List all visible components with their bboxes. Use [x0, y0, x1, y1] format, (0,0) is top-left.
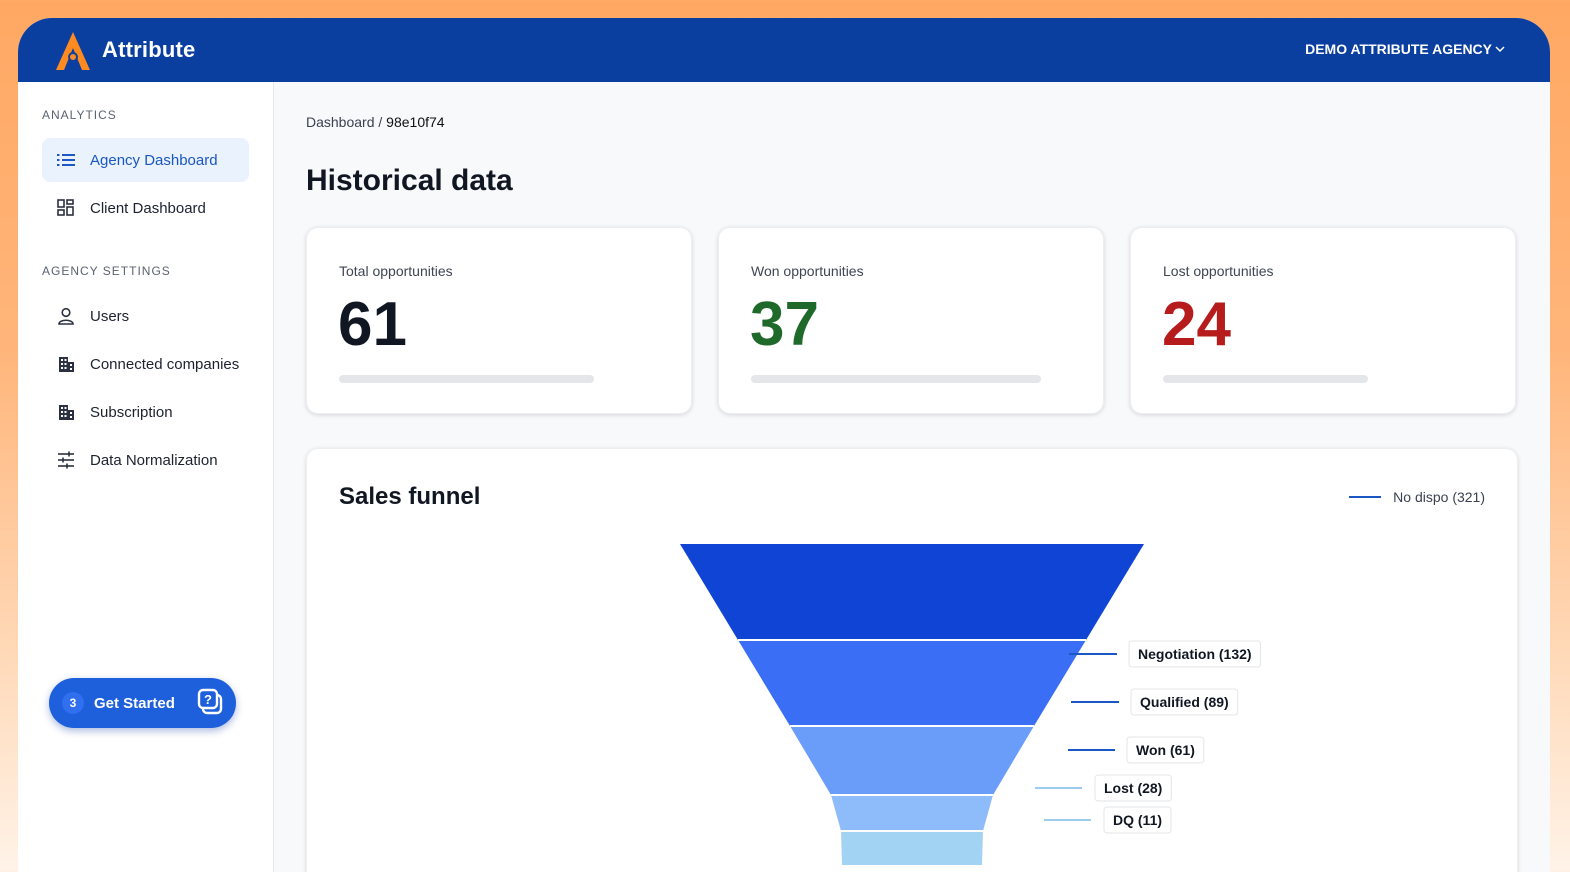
card-bar	[1163, 375, 1368, 383]
funnel-label-lost: Lost (28)	[1104, 780, 1162, 796]
get-started-count-badge: 3	[62, 692, 84, 714]
won-opportunities-card: Won opportunities 37	[718, 227, 1104, 414]
building-icon	[59, 405, 74, 420]
sidebar-item-label: Agency Dashboard	[90, 151, 218, 169]
sales-funnel-chart: Negotiation (132) Qualified (89) Won (61) L…	[680, 544, 1262, 865]
card-label: Total opportunities	[339, 263, 453, 279]
breadcrumb-current: 98e10f74	[386, 114, 445, 130]
sales-funnel-card: Sales funnel No dispo (321) Negotiation …	[306, 448, 1518, 872]
legend-label: No dispo (321)	[1393, 489, 1485, 505]
breadcrumb-root-link[interactable]: Dashboard	[306, 114, 375, 130]
agency-switcher-button[interactable]: DEMO ATTRIBUTE AGENCY	[1305, 41, 1506, 57]
card-bar	[751, 375, 1041, 383]
chevron-down-icon	[1495, 46, 1505, 53]
funnel-label-box	[1126, 736, 1205, 764]
total-opportunities-card: Total opportunities 61	[306, 227, 692, 414]
sidebar-item-label: Connected companies	[90, 355, 240, 373]
svg-text:?: ?	[204, 692, 212, 707]
funnel-label-negotiation: Negotiation (132)	[1138, 646, 1252, 662]
funnel-segment-won[interactable]	[831, 795, 993, 831]
card-bar	[339, 375, 594, 383]
sidebar-item-connected-companies[interactable]: Connected companies	[42, 342, 249, 386]
list-icon	[57, 154, 75, 166]
agency-name: DEMO ATTRIBUTE AGENCY	[1305, 41, 1492, 57]
funnel-label-box	[1128, 640, 1262, 668]
app-window: Attribute DEMO ATTRIBUTE AGENCY ANALYTIC…	[18, 18, 1550, 872]
attribute-logo-icon[interactable]	[52, 30, 94, 72]
sliders-icon	[58, 451, 74, 469]
chart-legend[interactable]: No dispo (321)	[1349, 489, 1485, 505]
sidebar-item-agency-dashboard[interactable]: Agency Dashboard	[42, 138, 249, 182]
grid-icon	[57, 199, 74, 216]
funnel-segment-negotiation[interactable]	[738, 640, 1086, 726]
help-chat-icon: ?	[197, 688, 223, 715]
brand-name: Attribute	[102, 37, 196, 62]
agency-settings-section-title: AGENCY SETTINGS	[42, 264, 171, 278]
chart-title: Sales funnel	[339, 483, 481, 510]
funnel-label-won: Won (61)	[1136, 742, 1195, 758]
sidebar-item-data-normalization[interactable]: Data Normalization	[42, 438, 249, 482]
user-icon	[58, 307, 74, 325]
main-content: Dashboard / 98e10f74 Historical data Tot…	[275, 82, 1550, 872]
lost-opportunities-card: Lost opportunities 24	[1130, 227, 1516, 414]
sidebar-item-label: Client Dashboard	[90, 199, 206, 217]
sidebar-item-client-dashboard[interactable]: Client Dashboard	[42, 186, 249, 230]
building-icon	[59, 357, 74, 372]
funnel-label-box	[1103, 806, 1172, 834]
legend-swatch	[1349, 496, 1382, 498]
top-bar: Attribute DEMO ATTRIBUTE AGENCY	[18, 18, 1550, 82]
sidebar-item-label: Subscription	[90, 403, 173, 421]
funnel-label-dq: DQ (11)	[1113, 812, 1162, 828]
get-started-button[interactable]: 3 Get Started ?	[49, 678, 236, 728]
sidebar: ANALYTICS Agency Dashboard Client Dashbo…	[18, 82, 274, 872]
sidebar-item-users[interactable]: Users	[42, 294, 249, 338]
funnel-label-qualified: Qualified (89)	[1140, 694, 1229, 710]
breadcrumb-separator: /	[378, 114, 383, 130]
sidebar-item-label: Users	[90, 307, 130, 325]
breadcrumb: Dashboard / 98e10f74	[306, 114, 445, 130]
funnel-segment-dq[interactable]	[842, 831, 982, 865]
card-value: 37	[750, 290, 819, 359]
funnel-segment-no-dispo[interactable]	[680, 544, 1144, 640]
funnel-segment-qualified[interactable]	[790, 726, 1034, 795]
card-value: 61	[338, 290, 407, 359]
card-value: 24	[1162, 290, 1231, 359]
page-title: Historical data	[306, 164, 513, 197]
funnel-label-box	[1130, 688, 1239, 716]
sidebar-item-label: Data Normalization	[90, 451, 218, 469]
analytics-section-title: ANALYTICS	[42, 108, 117, 122]
card-label: Lost opportunities	[1163, 263, 1274, 279]
funnel-label-box	[1094, 774, 1172, 802]
card-label: Won opportunities	[751, 263, 864, 279]
get-started-label: Get Started	[94, 694, 175, 712]
sidebar-item-subscription[interactable]: Subscription	[42, 390, 249, 434]
